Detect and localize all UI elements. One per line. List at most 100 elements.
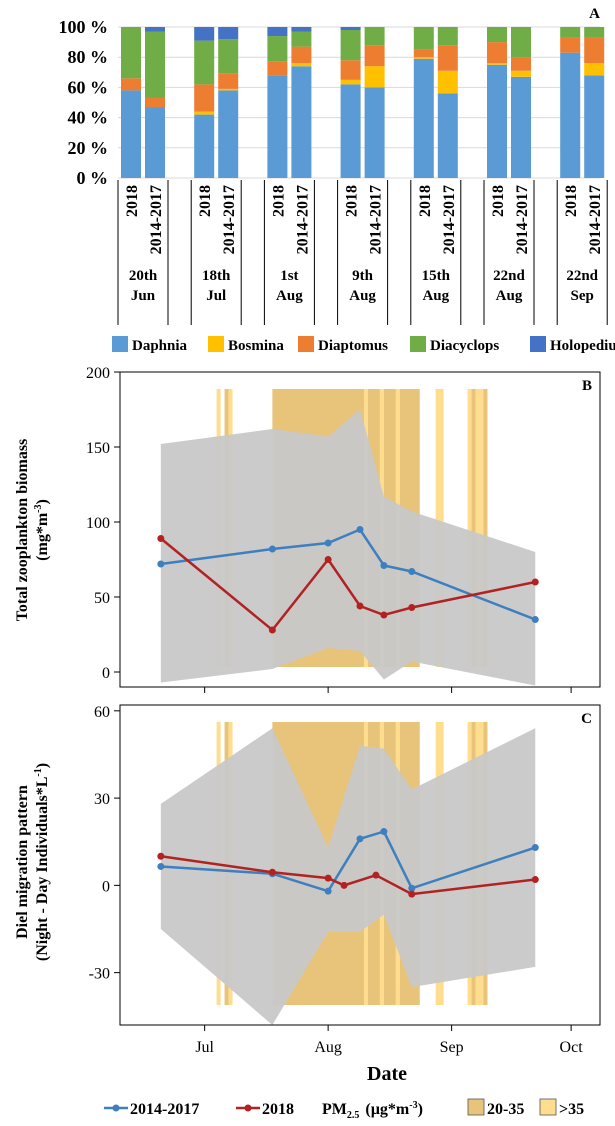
y-tick-label: 30	[94, 791, 110, 808]
bar-segment-diacyclops	[194, 40, 215, 85]
series-point-2014-2017	[324, 887, 332, 895]
bar-segment-bosmina	[364, 66, 385, 88]
y-tick-label: 50	[94, 590, 110, 607]
bar-segment-holopedium	[340, 27, 361, 31]
series-point-2018	[324, 874, 332, 882]
series-point-2014-2017	[157, 560, 165, 568]
series-point-2018	[268, 626, 276, 634]
panel-a-ytick-label: 20 %	[68, 138, 109, 158]
bar-segment-holopedium	[291, 27, 312, 32]
y-tick-label: 100	[86, 515, 110, 532]
x-axis-title: Date	[367, 1063, 407, 1085]
bottom-legend: 2014-2017 2018 PM2.5 (µg*m-3) 20-35 >35	[104, 1098, 584, 1121]
group-date-month: Jul	[206, 288, 226, 304]
bar-segment-diaptomus	[560, 37, 581, 53]
series-point-2018	[408, 604, 416, 611]
bar-segment-diaptomus	[291, 46, 312, 64]
pm-band-20-35	[471, 389, 476, 667]
legend-swatch-diacyclops	[410, 336, 426, 352]
bar-segment-daphnia	[194, 114, 215, 178]
legend-swatch-holopedium	[530, 336, 546, 352]
legend-marker-2014-2017	[112, 1104, 120, 1112]
y-tick-label: 0	[102, 878, 110, 895]
bar-segment-diaptomus	[413, 49, 434, 58]
panel-a-ytick-label: 100 %	[59, 17, 109, 37]
group-date-day: 1st	[280, 268, 298, 284]
panel-c-ylabel-unit: (Night - Day Individuals*L	[34, 777, 51, 962]
series-point-2014-2017	[157, 862, 165, 870]
group-date-month: Aug	[276, 288, 303, 304]
group-date-day: 20th	[129, 268, 158, 284]
panel-c-ylabel: Diel migration pattern (Night - Day Indi…	[14, 763, 51, 961]
bar-segment-diaptomus	[194, 84, 215, 112]
panel-b-ylabel-line2: (mg*m-3)	[33, 499, 51, 561]
y-tick-label: -30	[89, 966, 110, 983]
legend-swatch-daphnia	[112, 336, 128, 352]
bar-label: 2014-2017	[221, 185, 238, 254]
panel-a-x-labels: 2018 2014-2017 20th Jun 2018 2014-2017 18th Jul…	[117, 180, 608, 325]
panel-b-ylabel-close: )	[34, 499, 51, 504]
bar-segment-diacyclops	[511, 27, 531, 58]
bar-label: 2018	[344, 185, 361, 217]
legend-swatch-20-35	[467, 1098, 485, 1116]
pm-band-gt35	[475, 389, 484, 667]
legend-swatch-gt35	[539, 1098, 557, 1116]
series-point-2014-2017	[268, 545, 276, 553]
panel-a: A 0 % 20 % 40 % 60 % 80 % 100 % 2018 2014-2017…	[59, 6, 615, 354]
bar-segment-diacyclops	[291, 31, 312, 47]
bar-segment-daphnia	[584, 75, 605, 178]
series-point-2014-2017	[380, 828, 388, 836]
series-point-2018	[268, 868, 276, 876]
bar-segment-diaptomus	[511, 57, 531, 71]
bar-segment-bosmina	[437, 70, 458, 94]
bar-segment-daphnia	[364, 87, 385, 178]
legend-label-2014-2017: 2014-2017	[130, 1101, 199, 1118]
bar-label: 2018	[563, 185, 580, 217]
bar-segment-bosmina	[413, 57, 434, 59]
bar-label: 2018	[124, 185, 141, 217]
panel-b-plot	[157, 389, 539, 686]
panel-a-y-axis: 0 % 20 % 40 % 60 % 80 % 100 %	[59, 17, 109, 188]
group-date-day: 15th	[422, 268, 451, 284]
bar-segment-diacyclops	[218, 39, 239, 74]
legend-label-gt35: >35	[559, 1101, 584, 1118]
bar-segment-diacyclops	[584, 27, 605, 38]
panel-b-y-axis: 0 50 100 150 200	[86, 365, 120, 682]
panel-c-y-axis: -30 0 30 60	[89, 704, 120, 983]
legend-pm-title: PM2.5 (µg*m-3)	[322, 1100, 423, 1121]
x-tick-label: Jul	[195, 1039, 214, 1056]
series-point-2018	[380, 611, 388, 619]
panel-b-x-ticks	[204, 687, 572, 693]
panel-c-plot	[157, 722, 539, 1025]
panel-c-frame	[119, 704, 601, 1026]
bar-segment-diaptomus	[364, 45, 385, 67]
bar-segment-diaptomus	[487, 42, 507, 64]
bar-segment-diaptomus	[437, 45, 458, 71]
series-point-2018	[157, 852, 165, 860]
bar-segment-daphnia	[267, 75, 288, 178]
bar-segment-bosmina	[584, 63, 605, 76]
series-point-2018	[531, 578, 539, 586]
panel-b: B 0 50 100 150 200 Total zooplankton biomass…	[14, 365, 601, 693]
panel-a-ytick-label: 80 %	[68, 47, 109, 67]
bar-segment-diaptomus	[340, 60, 361, 80]
bar-segment-daphnia	[413, 58, 434, 178]
bar-segment-diacyclops	[364, 27, 385, 46]
bar-segment-diacyclops	[437, 27, 458, 46]
series-point-2018	[408, 890, 416, 898]
series-point-2014-2017	[531, 616, 539, 623]
bar-segment-diaptomus	[121, 78, 141, 91]
legend-marker-2018	[244, 1104, 252, 1112]
x-tick-label: Sep	[440, 1039, 464, 1056]
range-band	[160, 728, 536, 1025]
panel-a-label: A	[589, 6, 600, 22]
bar-label: 2014-2017	[514, 185, 531, 254]
panel-c-ylabel-line2: (Night - Day Individuals*L-1)	[33, 763, 51, 961]
bar-segment-diacyclops	[487, 27, 507, 43]
y-tick-label: 0	[102, 665, 110, 682]
bar-segment-diacyclops	[267, 36, 288, 62]
y-tick-label: 150	[86, 440, 110, 457]
series-point-2018	[157, 535, 165, 542]
group-date-day: 22nd	[566, 268, 598, 284]
